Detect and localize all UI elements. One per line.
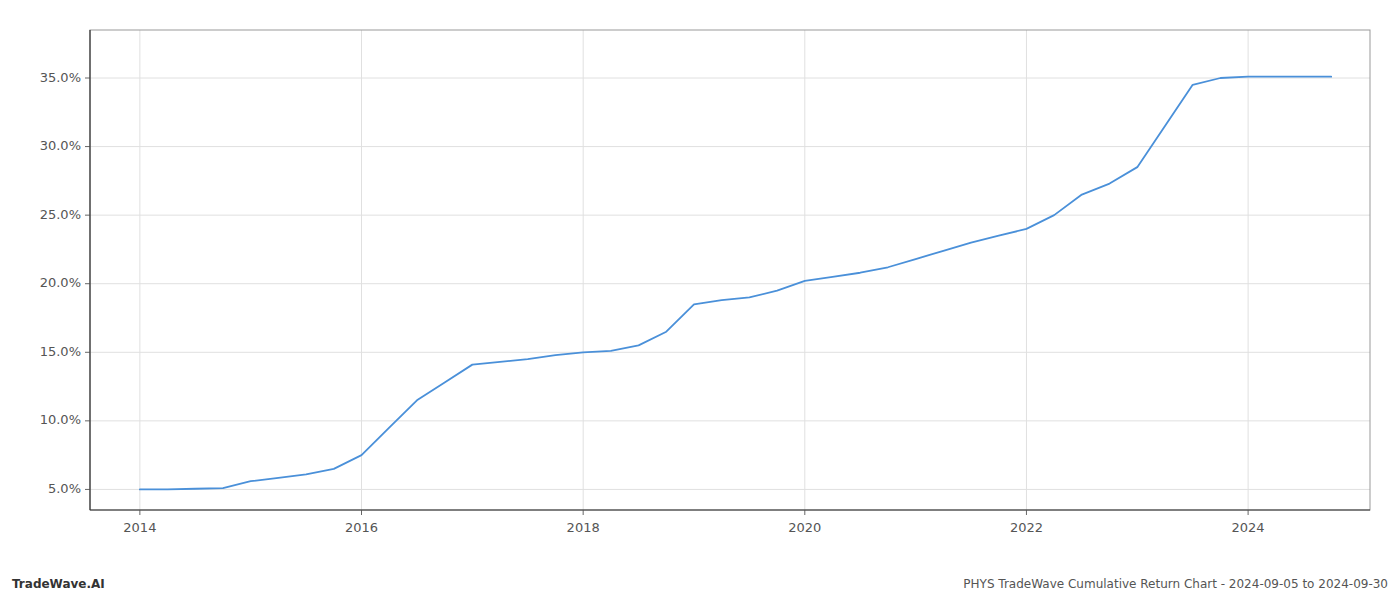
tick-mark [85, 352, 90, 353]
grid-line [90, 146, 1370, 147]
grid-line [90, 215, 1370, 216]
line [140, 77, 1331, 490]
grid-line [361, 30, 362, 510]
x-axis-line [90, 509, 1370, 510]
axes: 5.0% 10.0% 15.0% 20.0% 25.0% 30.0% 35.0% 2014 20… [40, 30, 1370, 535]
grid-line [90, 352, 1370, 353]
grid-line [1248, 30, 1249, 510]
tick-label: 2020 [788, 520, 821, 535]
tick-label: 2022 [1010, 520, 1043, 535]
tick-label: 2016 [345, 520, 378, 535]
tick-label: 2014 [123, 520, 156, 535]
grid-line [139, 30, 140, 510]
tick-mark [85, 146, 90, 147]
grid-line [804, 30, 805, 510]
annotations: TradeWave.AI PHYS TradeWave Cumulative Re… [12, 577, 1388, 591]
tick-mark [1248, 510, 1249, 515]
plot-frame [90, 30, 1370, 510]
chart: 5.0% 10.0% 15.0% 20.0% 25.0% 30.0% 35.0% 2014 20… [0, 0, 1400, 600]
background [0, 0, 1400, 600]
y-axis-line [89, 30, 90, 510]
tick-mark [1026, 510, 1027, 515]
tick-label: 15.0% [40, 344, 81, 359]
tick-label: 20.0% [40, 275, 81, 290]
tick-label: 25.0% [40, 207, 81, 222]
tick-mark [361, 510, 362, 515]
data-area [140, 77, 1331, 490]
tick-label: 10.0% [40, 412, 81, 427]
grid [90, 30, 1370, 510]
tick-mark [85, 215, 90, 216]
tick-mark [804, 510, 805, 515]
tick-mark [85, 78, 90, 79]
tick-label: 30.0% [40, 138, 81, 153]
tick-label: 2024 [1232, 520, 1265, 535]
grid-line [90, 283, 1370, 284]
tick-mark [85, 489, 90, 490]
grid-line [1026, 30, 1027, 510]
tick-mark [583, 510, 584, 515]
grid-line [90, 420, 1370, 421]
grid-line [583, 30, 584, 510]
tick-mark [139, 510, 140, 515]
annotation: PHYS TradeWave Cumulative Return Chart -… [963, 577, 1388, 591]
tick-label: 2018 [567, 520, 600, 535]
tick-mark [85, 420, 90, 421]
tick-label: 35.0% [40, 70, 81, 85]
annotation: TradeWave.AI [12, 577, 105, 591]
tick-mark [85, 283, 90, 284]
tick-label: 5.0% [48, 481, 81, 496]
grid-line [90, 78, 1370, 79]
grid-line [90, 489, 1370, 490]
